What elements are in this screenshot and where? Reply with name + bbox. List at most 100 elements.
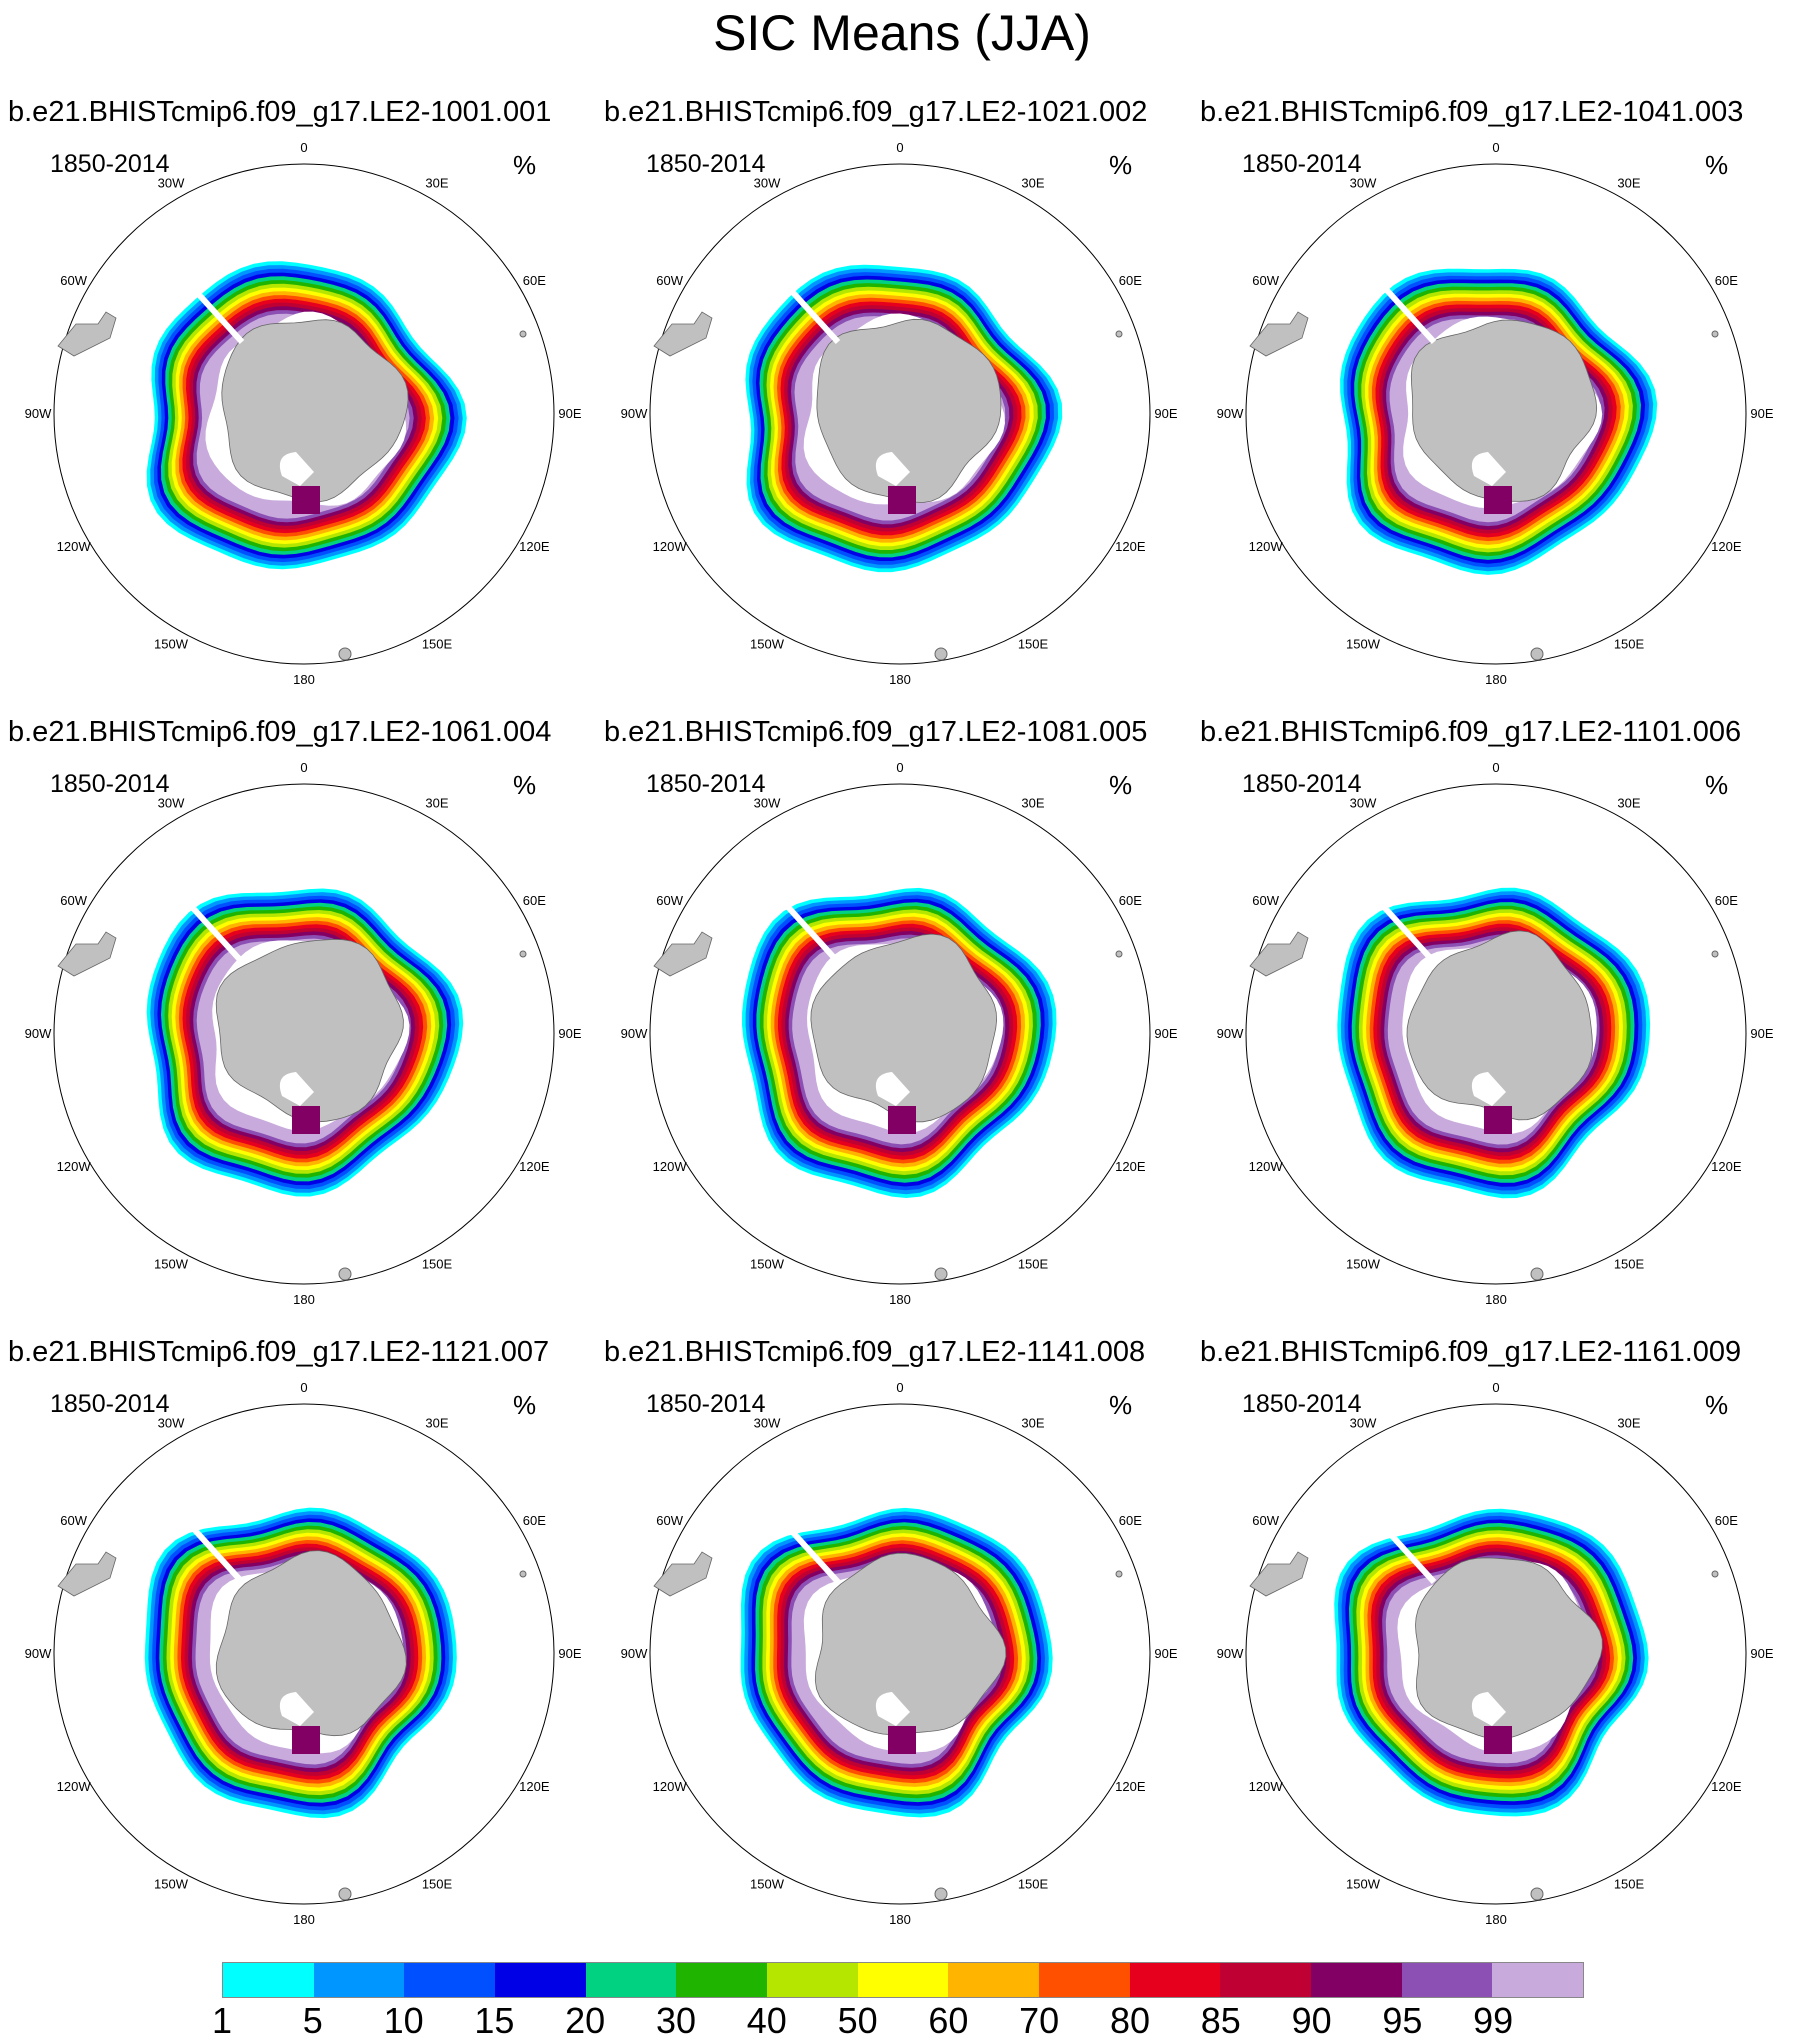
sic-band — [1373, 923, 1612, 1160]
sic-band — [1385, 1558, 1595, 1764]
longitude-label: 0 — [300, 140, 307, 155]
longitude-label: 150W — [1346, 636, 1381, 651]
longitude-label: 30E — [1021, 796, 1044, 811]
longitude-label: 60E — [523, 893, 546, 908]
colorbar-swatch — [948, 1963, 1040, 1997]
longitude-label: 60W — [1252, 273, 1279, 288]
panel-period: 1850-2014 — [50, 150, 170, 178]
sic-band — [155, 1518, 446, 1807]
longitude-label: 90E — [558, 1646, 581, 1661]
longitude-label: 180 — [889, 1912, 911, 1927]
colorbar-swatch — [223, 1963, 314, 1997]
colorbar-tick-label: 90 — [1291, 2000, 1332, 2041]
longitude-label: 90E — [1750, 1026, 1773, 1041]
longitude-label: 150W — [154, 636, 189, 651]
sic-band — [153, 895, 456, 1189]
longitude-label: 90E — [1154, 1026, 1177, 1041]
colorbar-tick-label: 99 — [1473, 2000, 1514, 2041]
sic-band — [150, 892, 460, 1193]
sic-band — [161, 276, 451, 555]
sic-band — [186, 927, 420, 1155]
sic-band — [182, 298, 426, 534]
longitude-label: 150E — [1614, 1876, 1645, 1891]
sic-band — [1357, 286, 1637, 557]
sic-band — [182, 924, 424, 1159]
sic-band — [777, 923, 1018, 1160]
longitude-label: 60W — [1252, 893, 1279, 908]
sic-band — [1334, 1508, 1649, 1817]
longitude-label: 150W — [750, 1876, 785, 1891]
sic-band — [1337, 887, 1651, 1199]
colorbar-swatch — [1492, 1963, 1584, 1997]
longitude-label: 150E — [1018, 1876, 1049, 1891]
sic-band — [146, 261, 467, 570]
longitude-label: 90W — [1217, 1026, 1244, 1041]
sic-band — [780, 301, 1022, 536]
sic-band — [152, 1514, 450, 1811]
longitude-label: 60W — [1252, 1513, 1279, 1528]
sic-band — [189, 306, 418, 526]
longitude-label: 120W — [653, 1779, 688, 1794]
sic-band — [770, 290, 1034, 547]
longitude-label: 120W — [653, 539, 688, 554]
sic-band — [1348, 898, 1639, 1187]
longitude-label: 0 — [896, 1380, 903, 1395]
panel-units: % — [1109, 770, 1133, 800]
longitude-label: 30E — [425, 176, 448, 191]
colorbar-swatch — [1220, 1963, 1312, 1997]
antarctica-landmass — [1410, 319, 1598, 502]
sic-band — [184, 1547, 415, 1776]
longitude-label: 120E — [519, 539, 550, 554]
longitude-label: 180 — [889, 1292, 911, 1307]
sic-band — [1364, 293, 1629, 549]
sic-band — [740, 1507, 1053, 1818]
longitude-label: 60E — [1715, 893, 1738, 908]
colorbar-tick-label: 40 — [746, 2000, 787, 2041]
sic-band — [769, 1536, 1022, 1787]
longitude-label: 60E — [1119, 1513, 1142, 1528]
sic-band — [744, 1511, 1049, 1814]
sic-band — [196, 938, 408, 1144]
sic-band — [1369, 920, 1616, 1164]
longitude-label: 150E — [1614, 636, 1645, 651]
panel-run-title: b.e21.BHISTcmip6.f09_g17.LE2-1061.004 — [8, 716, 552, 748]
sic-band — [164, 280, 447, 552]
sic-band — [1351, 902, 1635, 1183]
longitude-label: 180 — [1485, 1912, 1507, 1927]
sic-band — [195, 1558, 403, 1765]
antarctica-landmass — [810, 933, 998, 1123]
colorbar-labels: 1 5 10 15 20 30 40 50 60 70 80 85 90 95 99 — [212, 2000, 1584, 2044]
longitude-label: 120E — [1711, 539, 1742, 554]
sic-band — [763, 283, 1042, 554]
sic-band — [745, 264, 1063, 573]
longitude-label: 120W — [1249, 539, 1284, 554]
longitude-label: 0 — [300, 1380, 307, 1395]
antarctica-landmass — [215, 1550, 407, 1737]
longitude-label: 0 — [1492, 140, 1499, 155]
longitude-label: 60E — [1119, 273, 1142, 288]
longitude-label: 90W — [25, 406, 52, 421]
sic-band — [752, 898, 1045, 1187]
longitude-label: 150E — [422, 1256, 453, 1271]
sic-band — [791, 312, 1010, 525]
sic-band — [756, 902, 1041, 1183]
sic-band — [792, 938, 1002, 1145]
panel-units: % — [513, 1390, 537, 1420]
longitude-label: 90W — [1217, 406, 1244, 421]
sic-band — [150, 265, 463, 566]
sic-band — [168, 283, 443, 548]
panel-period: 1850-2014 — [1242, 150, 1362, 178]
longitude-label: 60W — [60, 893, 87, 908]
longitude-label: 150E — [1018, 1256, 1049, 1271]
sic-band — [186, 302, 422, 530]
sic-band — [171, 287, 439, 544]
longitude-label: 150E — [422, 1876, 453, 1891]
sic-band — [776, 1543, 1015, 1780]
sic-band — [164, 906, 444, 1178]
longitude-label: 60W — [656, 1513, 683, 1528]
sic-band — [1354, 283, 1641, 560]
